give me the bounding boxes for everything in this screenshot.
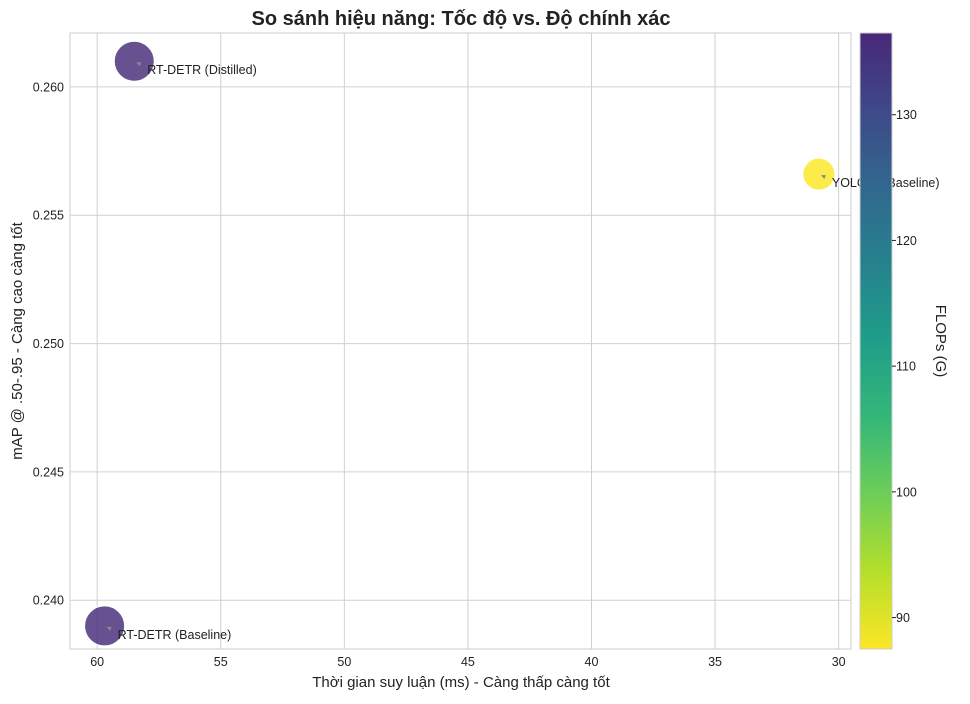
data-point bbox=[802, 157, 836, 191]
plot-frame bbox=[69, 32, 852, 650]
y-tick-label: 0.255 bbox=[33, 209, 64, 223]
annotation-arrow bbox=[136, 62, 142, 67]
annotation-arrow bbox=[820, 175, 826, 180]
colorbar-tick-label: 90 bbox=[896, 611, 910, 625]
y-tick-label: 0.245 bbox=[33, 465, 64, 479]
x-tick-label: 60 bbox=[90, 655, 104, 669]
y-tick-label: 0.250 bbox=[33, 337, 64, 351]
y-tick-label: 0.260 bbox=[33, 80, 64, 94]
colorbar-tick-label: 100 bbox=[896, 485, 917, 499]
colorbar: 90 100 110 120 130 FLOPs (G) bbox=[859, 32, 949, 650]
x-tick-label: 35 bbox=[708, 655, 722, 669]
x-grid-lines bbox=[96, 33, 840, 649]
chart-title: So sánh hiệu năng: Tốc độ vs. Độ chính x… bbox=[252, 8, 671, 30]
colorbar-label: FLOPs (G) bbox=[932, 305, 949, 378]
y-tick-label: 0.240 bbox=[33, 594, 64, 608]
x-tick-label: 55 bbox=[214, 655, 228, 669]
point-annotations: RT-DETR (Distilled)YOLOv8 (Baseline)RT-D… bbox=[106, 62, 940, 642]
colorbar-gradient bbox=[859, 32, 893, 650]
y-axis-label: mAP @ .50-.95 - Càng cao càng tốt bbox=[9, 221, 26, 459]
x-tick-labels: 60 55 50 45 40 35 30 bbox=[90, 655, 845, 669]
colorbar-tick-label: 120 bbox=[896, 234, 917, 248]
y-grid-lines bbox=[70, 86, 851, 601]
x-axis-label: Thời gian suy luận (ms) - Càng thấp càng… bbox=[312, 674, 610, 691]
point-label: RT-DETR (Distilled) bbox=[147, 63, 257, 77]
plot-area: RT-DETR (Distilled)YOLOv8 (Baseline)RT-D… bbox=[69, 32, 940, 650]
colorbar-tick-label: 110 bbox=[896, 360, 916, 374]
point-label: RT-DETR (Baseline) bbox=[118, 628, 232, 642]
data-point bbox=[84, 605, 126, 647]
x-tick-label: 30 bbox=[832, 655, 846, 669]
x-tick-label: 50 bbox=[337, 655, 351, 669]
annotation-arrow bbox=[106, 626, 112, 631]
y-tick-labels: 0.240 0.245 0.250 0.255 0.260 bbox=[33, 80, 64, 607]
data-point bbox=[113, 40, 155, 82]
x-tick-label: 40 bbox=[585, 655, 599, 669]
colorbar-tick-labels: 90 100 110 120 130 bbox=[892, 108, 917, 625]
x-tick-label: 45 bbox=[461, 655, 475, 669]
data-points bbox=[84, 40, 836, 647]
colorbar-tick-label: 130 bbox=[896, 108, 917, 122]
